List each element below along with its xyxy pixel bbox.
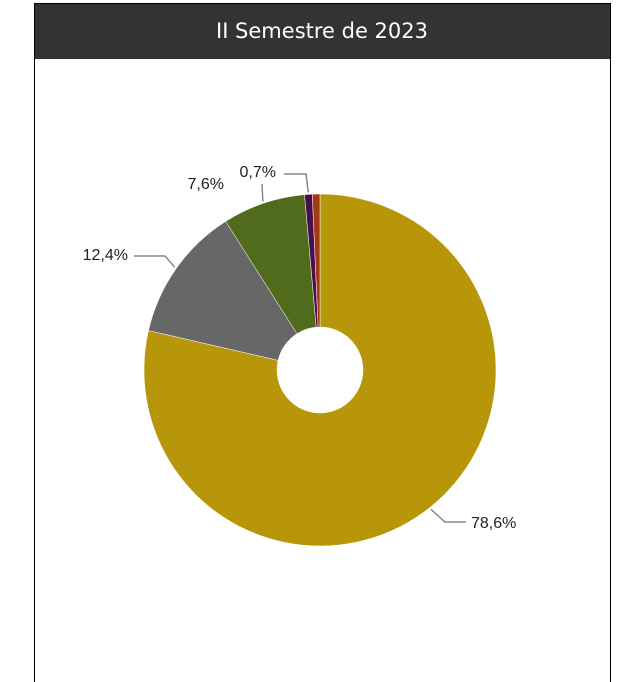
data-label: 0,7% [240,164,276,181]
donut-slice [148,221,298,361]
data-label: 78,6% [471,515,516,532]
data-label: 12,4% [83,247,128,264]
frame [34,3,611,682]
leader-line [430,508,466,523]
leader-line [134,255,176,268]
chart-title: II Semestre de 2023 [216,19,428,43]
data-label: 7,6% [188,176,224,193]
leader-line [284,173,310,193]
donut-slice [312,193,321,328]
donut-slice [143,193,497,547]
leader-line [261,183,264,202]
header [35,4,610,59]
